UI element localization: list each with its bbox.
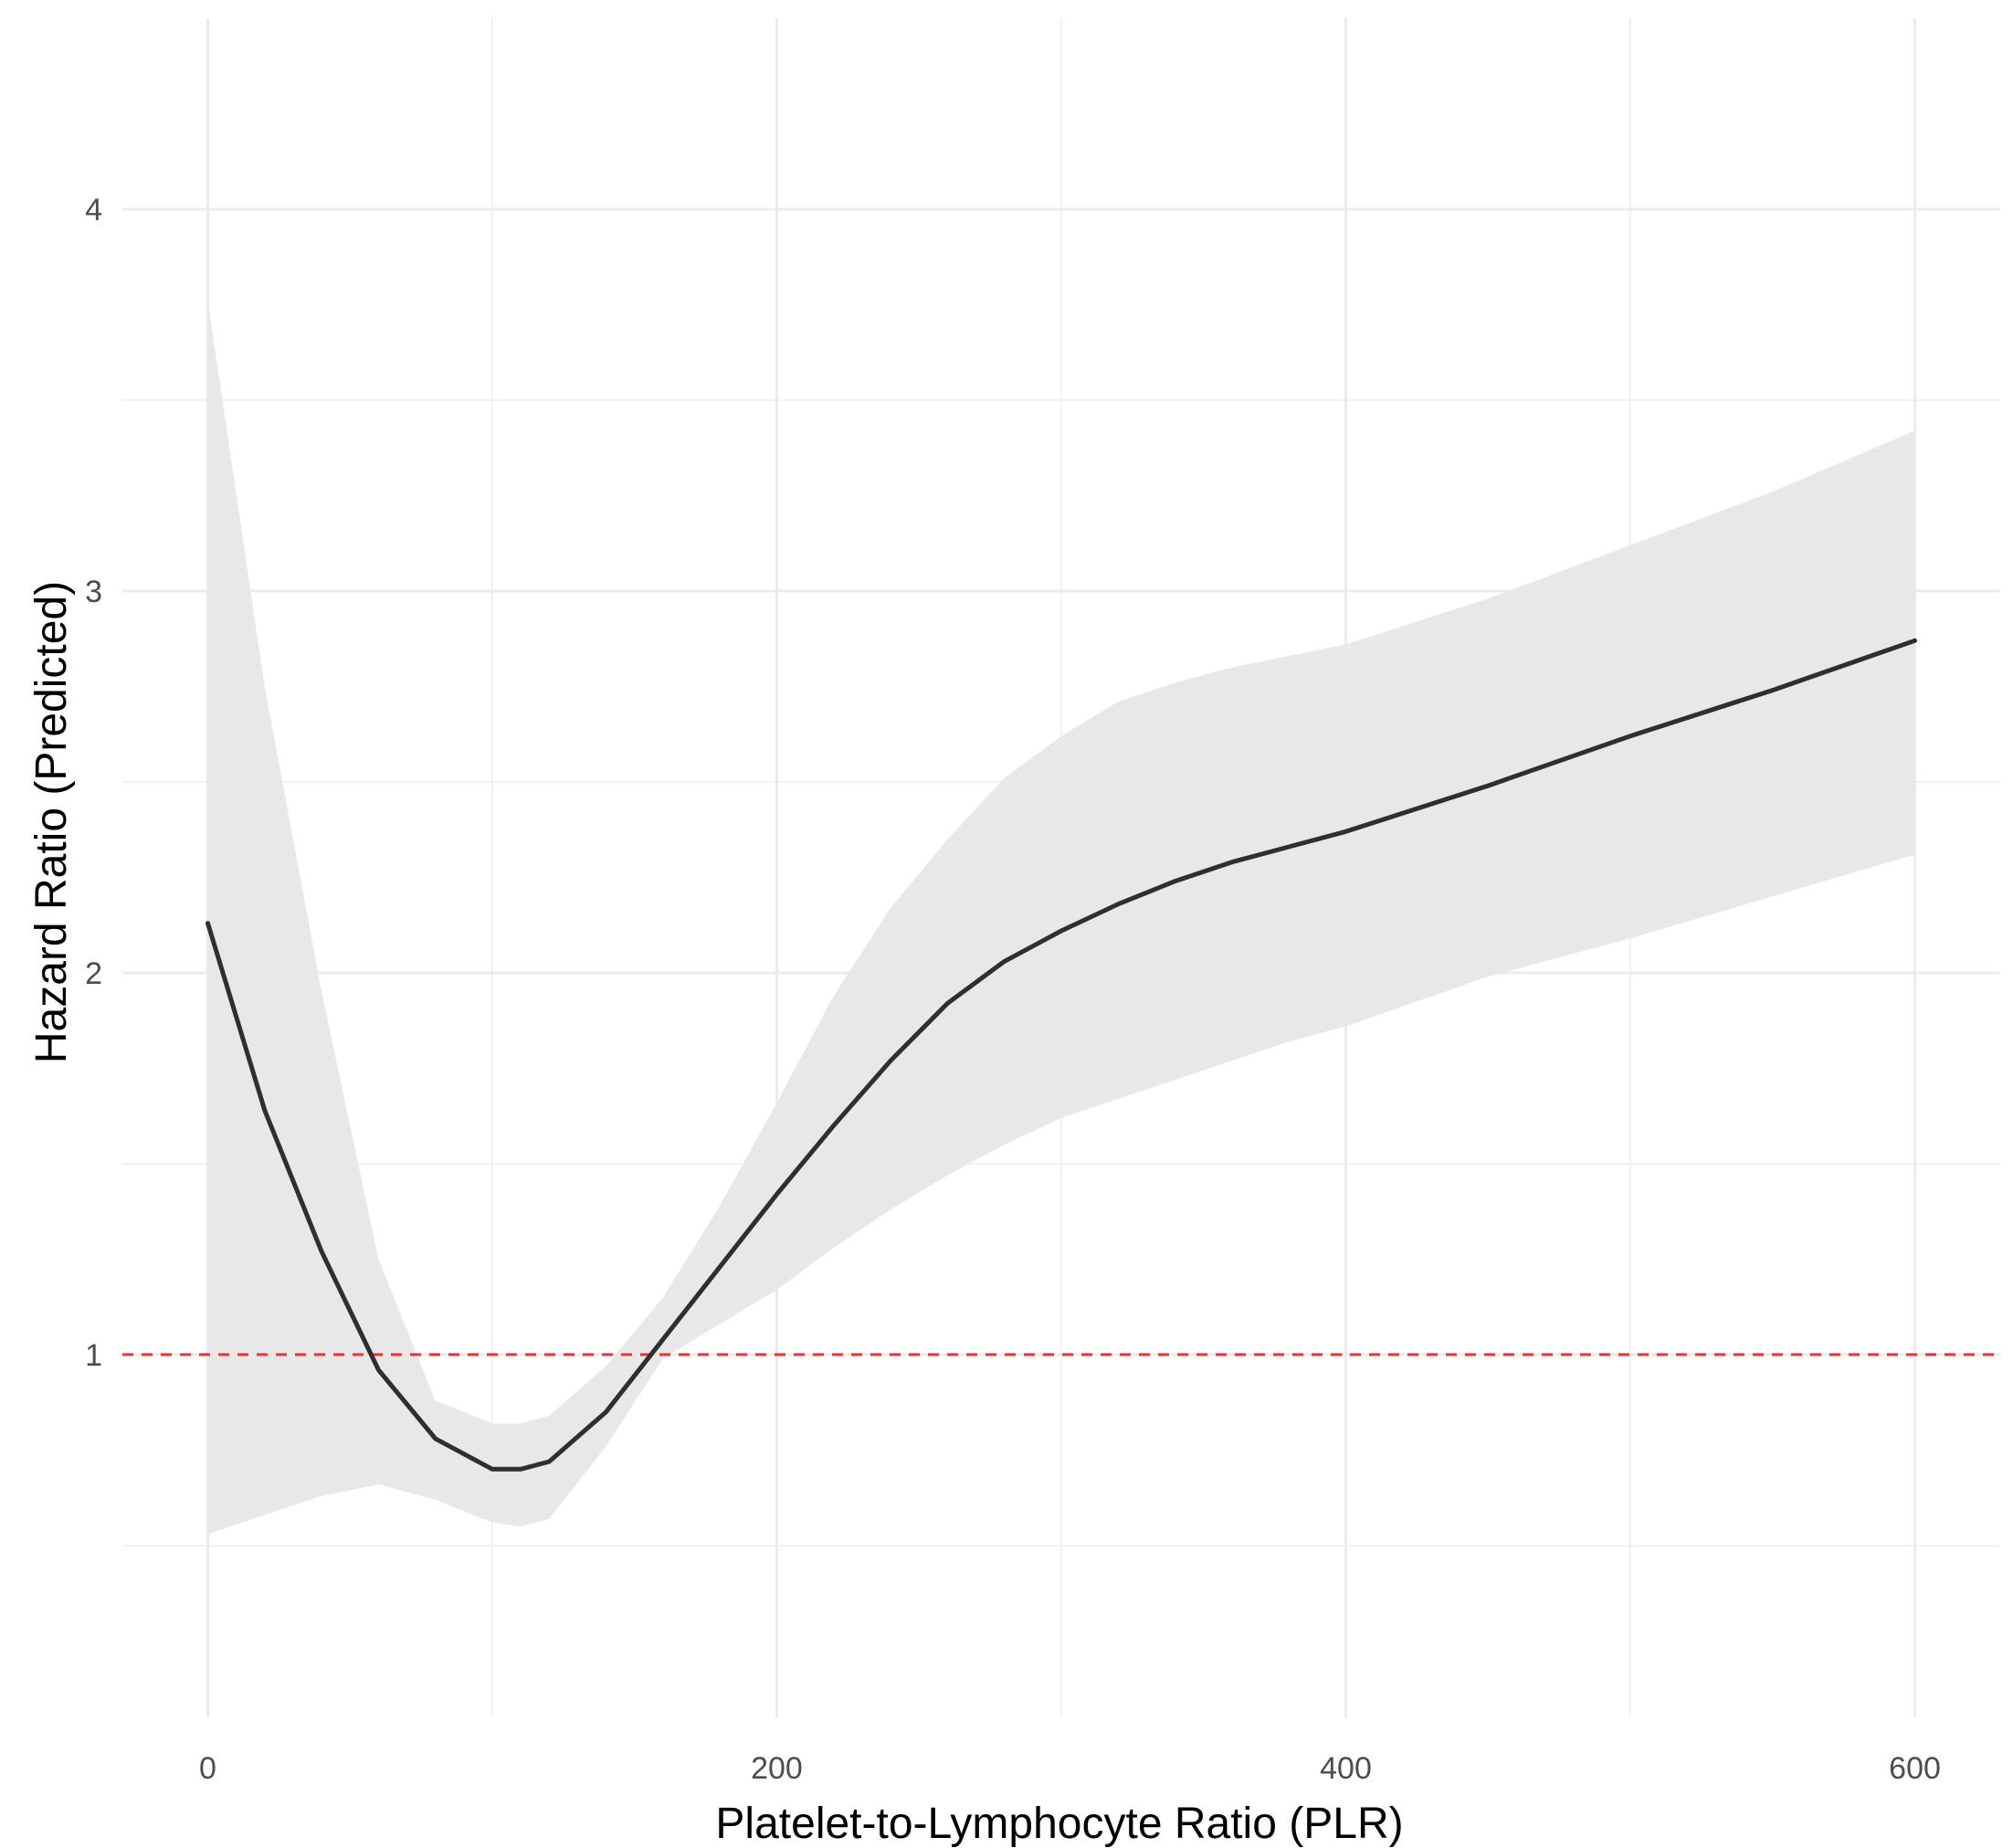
x-axis-title: Platelet-to-Lymphocyte Ratio (PLR) [715,1800,1403,1848]
y-tick-label: 2 [85,956,102,991]
confidence-band [207,301,1915,1535]
tick-labels: 0 200 400 600 1 2 3 4 [85,193,1941,1786]
y-tick-label: 1 [85,1338,102,1373]
x-tick-label: 600 [1889,1751,1941,1786]
y-axis-title: Hazard Ratio (Predicted) [27,581,76,1063]
series-group [206,638,1917,1472]
x-tick-label: 0 [199,1751,216,1786]
confidence-band-group [207,301,1915,1535]
y-tick-label: 4 [85,193,102,227]
x-tick-label: 400 [1320,1751,1372,1786]
x-tick-label: 200 [751,1751,803,1786]
y-tick-label: 3 [85,575,102,609]
hazard-ratio-line-0 [206,638,1917,1472]
